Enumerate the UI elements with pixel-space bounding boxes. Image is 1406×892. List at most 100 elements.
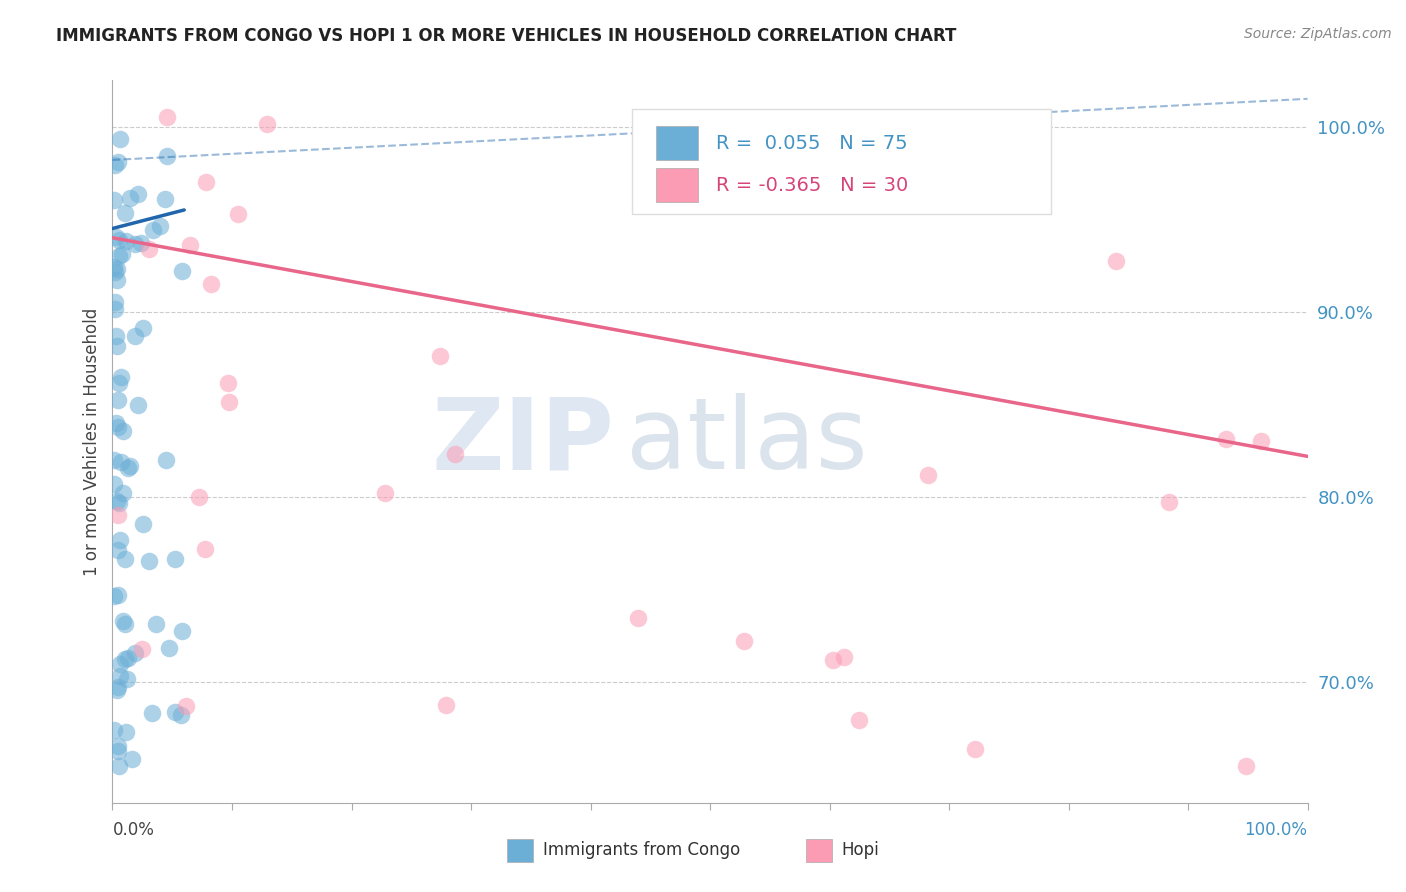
Text: R =  0.055   N = 75: R = 0.055 N = 75 bbox=[716, 134, 908, 153]
Point bbox=[107, 758, 129, 772]
Point bbox=[108, 669, 131, 683]
Point bbox=[149, 219, 172, 233]
Point bbox=[105, 416, 128, 430]
Point bbox=[256, 117, 278, 131]
Point bbox=[848, 714, 870, 728]
Text: 0.0%: 0.0% bbox=[112, 821, 155, 838]
Point bbox=[434, 698, 457, 713]
FancyBboxPatch shape bbox=[508, 838, 533, 862]
Point bbox=[107, 542, 129, 557]
Point bbox=[170, 708, 193, 723]
Point bbox=[108, 533, 131, 548]
Point bbox=[104, 295, 127, 310]
Point bbox=[200, 277, 222, 292]
Point bbox=[114, 551, 136, 566]
Point bbox=[627, 610, 650, 624]
Point bbox=[114, 652, 136, 666]
Point bbox=[132, 517, 155, 532]
Point bbox=[110, 370, 132, 384]
Point bbox=[832, 650, 855, 665]
Point bbox=[129, 236, 152, 251]
Point bbox=[1215, 433, 1237, 447]
Point bbox=[218, 394, 240, 409]
Point bbox=[105, 261, 128, 276]
Point bbox=[104, 302, 127, 317]
Point bbox=[108, 233, 131, 247]
Point bbox=[114, 616, 136, 631]
FancyBboxPatch shape bbox=[806, 838, 832, 862]
Text: Hopi: Hopi bbox=[842, 841, 879, 860]
Point bbox=[823, 653, 845, 667]
Point bbox=[179, 237, 201, 252]
Point bbox=[105, 273, 128, 287]
Point bbox=[188, 491, 211, 505]
Point bbox=[917, 467, 939, 482]
Point bbox=[226, 206, 249, 220]
Point bbox=[142, 223, 165, 237]
Text: atlas: atlas bbox=[627, 393, 868, 490]
Point bbox=[105, 683, 128, 698]
Point bbox=[108, 132, 131, 146]
Point bbox=[1250, 434, 1272, 449]
Point bbox=[117, 651, 139, 665]
Point bbox=[194, 541, 217, 556]
Point bbox=[104, 329, 127, 343]
Point bbox=[114, 235, 136, 249]
Text: ZIP: ZIP bbox=[432, 393, 614, 490]
Point bbox=[103, 477, 125, 491]
Point bbox=[1104, 254, 1126, 268]
Point bbox=[104, 229, 127, 244]
Point bbox=[155, 453, 177, 467]
Point bbox=[194, 175, 217, 189]
Point bbox=[107, 420, 129, 434]
Point bbox=[111, 246, 134, 260]
Point bbox=[124, 237, 146, 252]
Point bbox=[104, 159, 127, 173]
Point bbox=[1157, 495, 1180, 509]
Point bbox=[157, 640, 180, 655]
Point bbox=[107, 588, 129, 602]
Point bbox=[141, 706, 163, 720]
Point bbox=[118, 191, 141, 205]
Point bbox=[108, 496, 131, 510]
Point bbox=[107, 744, 129, 758]
FancyBboxPatch shape bbox=[633, 109, 1050, 214]
Point bbox=[105, 493, 128, 508]
Point bbox=[155, 192, 177, 206]
Point bbox=[733, 634, 755, 648]
Point bbox=[1234, 758, 1257, 772]
Point bbox=[124, 329, 146, 343]
Point bbox=[138, 242, 160, 256]
Point bbox=[145, 616, 167, 631]
Point bbox=[103, 723, 125, 737]
Point bbox=[124, 646, 146, 660]
Point bbox=[103, 589, 125, 603]
Point bbox=[108, 657, 131, 672]
Point bbox=[105, 339, 128, 353]
Point bbox=[112, 485, 135, 500]
Y-axis label: 1 or more Vehicles in Household: 1 or more Vehicles in Household bbox=[83, 308, 101, 575]
Point bbox=[107, 376, 129, 391]
Point bbox=[114, 206, 136, 220]
Point bbox=[103, 453, 125, 467]
Point bbox=[374, 486, 396, 500]
Point bbox=[127, 186, 149, 201]
Point bbox=[115, 725, 138, 739]
Point bbox=[156, 111, 179, 125]
Point bbox=[111, 614, 134, 628]
Text: IMMIGRANTS FROM CONGO VS HOPI 1 OR MORE VEHICLES IN HOUSEHOLD CORRELATION CHART: IMMIGRANTS FROM CONGO VS HOPI 1 OR MORE … bbox=[56, 27, 956, 45]
Text: R = -0.365   N = 30: R = -0.365 N = 30 bbox=[716, 176, 908, 194]
Point bbox=[107, 680, 129, 694]
Point bbox=[107, 508, 129, 522]
Point bbox=[172, 624, 194, 638]
Point bbox=[163, 706, 186, 720]
Point bbox=[217, 376, 239, 390]
Point bbox=[107, 739, 129, 753]
Text: Immigrants from Congo: Immigrants from Congo bbox=[543, 841, 740, 860]
Point bbox=[103, 260, 125, 275]
Point bbox=[156, 149, 179, 163]
Point bbox=[118, 458, 141, 473]
Point bbox=[107, 393, 129, 408]
Point bbox=[121, 752, 143, 766]
Point bbox=[108, 249, 131, 263]
